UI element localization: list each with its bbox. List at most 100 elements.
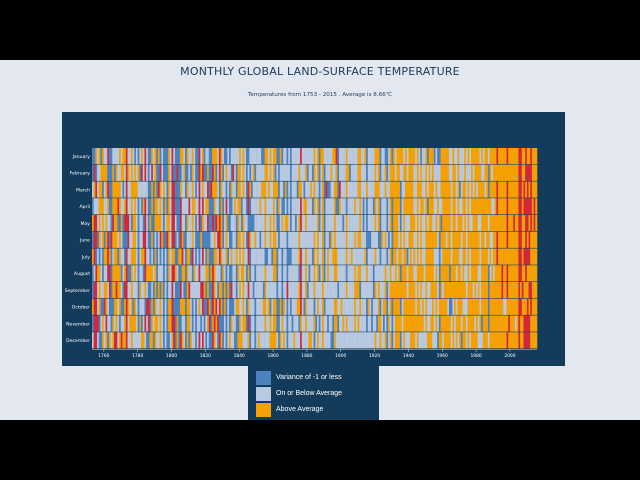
heatmap-cell <box>516 332 519 349</box>
heatmap-cell <box>381 181 384 198</box>
heatmap-cell <box>146 315 149 332</box>
heatmap-cell <box>152 164 155 181</box>
heatmap-cell <box>300 181 303 198</box>
heatmap-cell <box>464 315 467 332</box>
heatmap-cell <box>493 298 495 315</box>
heatmap-cell <box>355 315 358 332</box>
heatmap-cell <box>525 315 528 332</box>
heatmap-cell <box>266 198 269 215</box>
heatmap-cell <box>154 215 157 232</box>
heatmap-cell <box>421 215 424 232</box>
heatmap-cell <box>384 332 387 349</box>
heatmap-cell <box>411 248 414 265</box>
heatmap-cell <box>266 298 269 315</box>
heatmap-cell <box>267 215 270 232</box>
heatmap-cell <box>191 164 194 181</box>
heatmap-cell <box>119 282 122 299</box>
heatmap-cell <box>364 181 367 198</box>
heatmap-cell <box>423 215 426 232</box>
heatmap-cell <box>455 265 458 282</box>
heatmap-cell <box>349 332 352 349</box>
heatmap-cell <box>137 282 140 299</box>
heatmap-cell <box>467 215 470 232</box>
heatmap-cell <box>535 332 538 349</box>
heatmap-cell <box>415 198 418 215</box>
heatmap-cell <box>418 198 421 215</box>
heatmap-cell <box>174 198 177 215</box>
heatmap-cell <box>141 315 144 332</box>
heatmap-cell <box>166 282 169 299</box>
heatmap-cell <box>391 248 394 265</box>
heatmap-cell <box>479 181 482 198</box>
heatmap-cell <box>345 148 348 165</box>
heatmap-cell <box>205 282 208 299</box>
heatmap-cell <box>445 198 448 215</box>
heatmap-cell <box>411 315 414 332</box>
legend: Variance of -1 or less On or Below Avera… <box>248 366 379 420</box>
heatmap-cell <box>339 148 341 165</box>
heatmap-cell <box>149 148 152 165</box>
heatmap-cell <box>210 198 213 215</box>
heatmap-cell <box>523 164 526 181</box>
heatmap-cell <box>186 315 189 332</box>
heatmap-cell <box>325 215 328 232</box>
heatmap-cell <box>245 265 248 282</box>
heatmap-cell <box>430 282 433 299</box>
heatmap-cell <box>526 315 529 332</box>
heatmap-cell <box>428 215 431 232</box>
heatmap-cell <box>335 164 338 181</box>
heatmap-cell <box>288 164 291 181</box>
heatmap-cell <box>355 148 358 165</box>
heatmap-cell <box>134 315 137 332</box>
heatmap-cell <box>183 231 186 248</box>
heatmap-cell <box>279 298 282 315</box>
heatmap-cell <box>325 332 328 349</box>
heatmap-cell <box>496 231 499 248</box>
heatmap-cell <box>105 231 108 248</box>
heatmap-cell <box>215 215 218 232</box>
heatmap-cell <box>533 215 536 232</box>
heatmap-cell <box>235 148 238 165</box>
heatmap-cell <box>188 265 191 282</box>
heatmap-cell <box>210 265 213 282</box>
heatmap-cell <box>117 148 120 165</box>
heatmap-cell <box>465 231 468 248</box>
heatmap-cell <box>190 215 193 232</box>
heatmap-cell <box>406 315 409 332</box>
heatmap-cell <box>247 164 250 181</box>
heatmap-cell <box>310 181 313 198</box>
heatmap-cell <box>394 215 397 232</box>
heatmap-cell <box>403 164 406 181</box>
heatmap-cell <box>146 265 149 282</box>
heatmap-cell <box>92 231 94 248</box>
heatmap-cell <box>156 198 159 215</box>
heatmap-cell <box>344 332 347 349</box>
heatmap-cell <box>318 231 321 248</box>
heatmap-cell <box>535 282 538 299</box>
heatmap-cell <box>132 248 135 265</box>
heatmap-cell <box>530 148 533 165</box>
heatmap-cell <box>283 298 286 315</box>
heatmap-cell <box>298 181 301 198</box>
heatmap-cell <box>181 198 184 215</box>
heatmap-cell <box>313 265 316 282</box>
heatmap-cell <box>499 248 502 265</box>
heatmap-cell <box>521 148 524 165</box>
heatmap-cell <box>513 181 516 198</box>
heatmap-cell <box>503 298 506 315</box>
heatmap-cell <box>151 265 154 282</box>
heatmap-cell <box>432 265 435 282</box>
heatmap-cell <box>125 164 128 181</box>
heatmap-cell <box>171 298 174 315</box>
heatmap-cell <box>474 181 477 198</box>
heatmap-cell <box>147 231 150 248</box>
heatmap-cell <box>212 332 215 349</box>
heatmap-cell <box>464 298 467 315</box>
heatmap-cell <box>528 248 531 265</box>
heatmap-cell <box>298 248 301 265</box>
x-tick-label: 1900 <box>335 353 346 359</box>
heatmap-cell <box>305 332 308 349</box>
heatmap-cell <box>322 282 325 299</box>
heatmap-cell <box>427 215 429 232</box>
heatmap-cell <box>127 332 130 349</box>
